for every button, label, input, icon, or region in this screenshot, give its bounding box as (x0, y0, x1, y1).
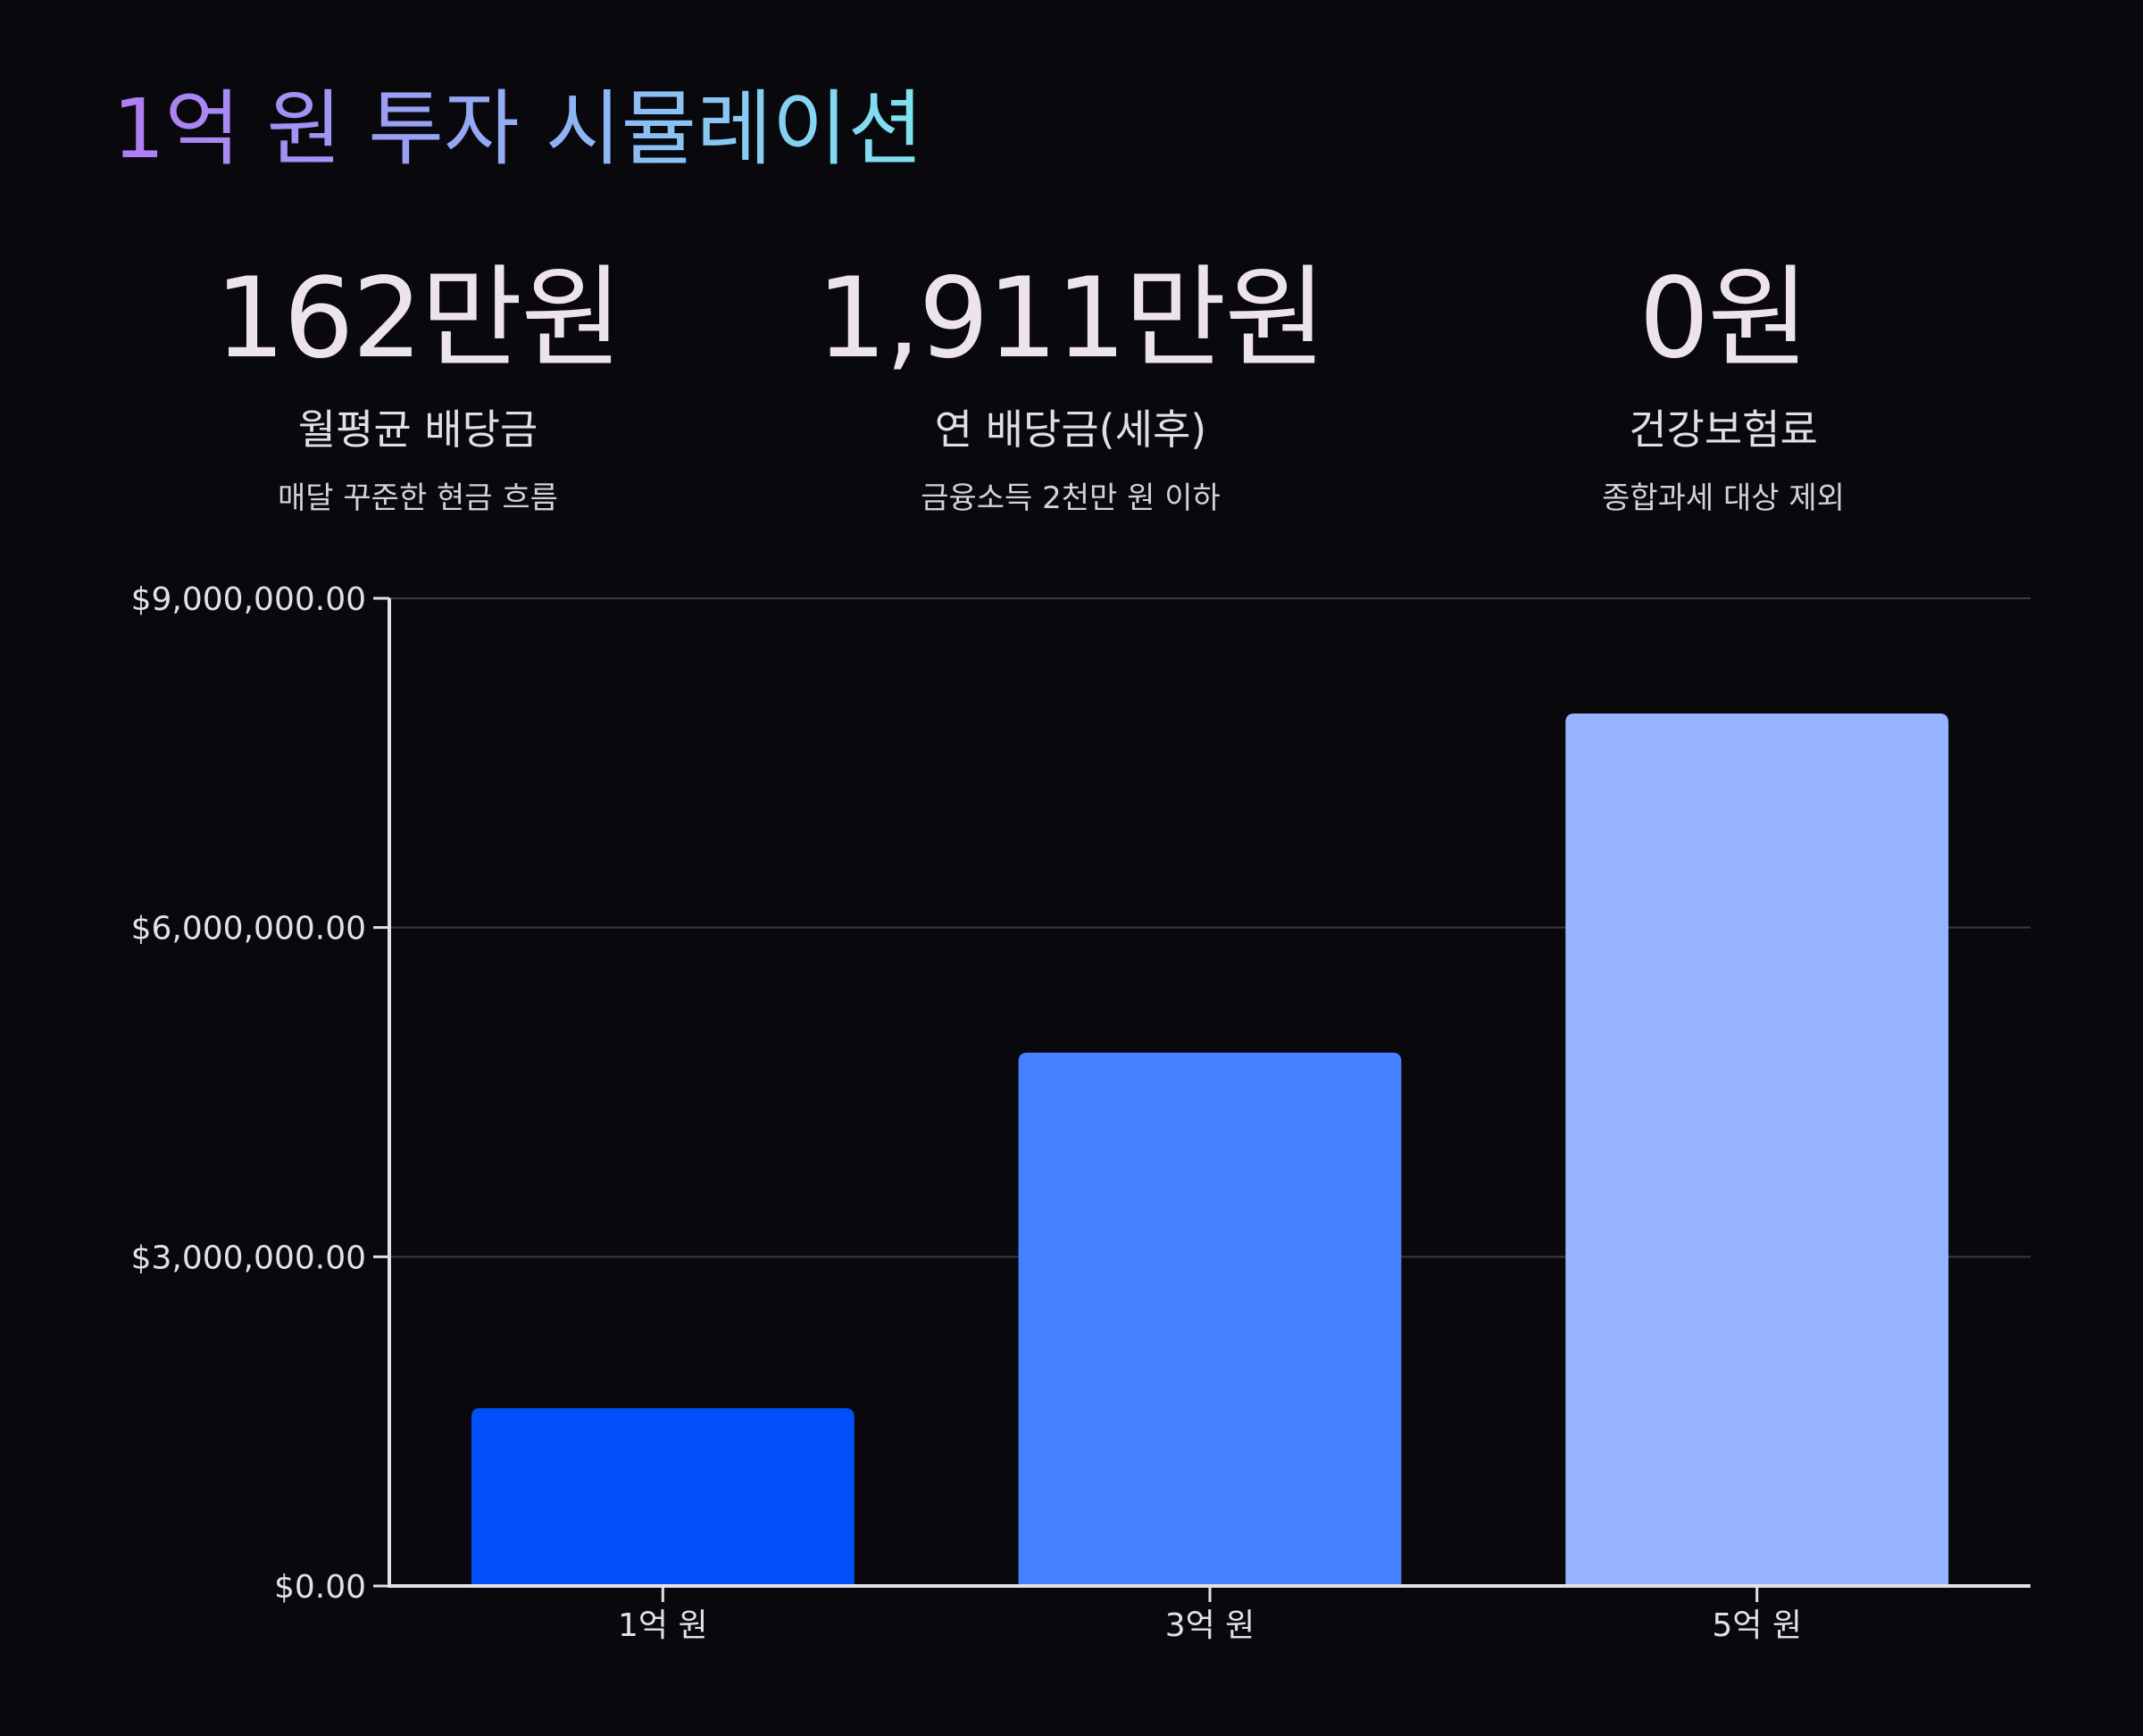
axes (373, 597, 2030, 1602)
stat-monthly-dividend: 162만원 월평균 배당금 매달 꾸준한 현금 흐름 (105, 259, 730, 517)
y-tick-label: $9,000,000.00 (131, 581, 366, 618)
y-tick-label: $6,000,000.00 (131, 911, 366, 947)
stat-annual-dividend: 1,911만원 연 배당금(세후) 금융소득 2천만 원 이하 (758, 259, 1383, 517)
bars (471, 714, 1949, 1586)
stat-value: 1,911만원 (816, 255, 1326, 383)
y-tick-label: $0.00 (274, 1569, 366, 1606)
bar (1565, 714, 1949, 1586)
stat-label: 건강보험료 (1629, 405, 1818, 454)
stat-subtext: 종합과세 대상 제외 (1602, 480, 1845, 516)
y-tick-label: $3,000,000.00 (131, 1239, 366, 1276)
stat-health-insurance: 0원 건강보험료 종합과세 대상 제외 (1411, 259, 2036, 517)
x-tick-label: 5억 원 (1712, 1607, 1802, 1644)
bar (471, 1407, 855, 1586)
tick-labels: $0.00 $3,000,000.00 $6,000,000.00 $9,000,00… (131, 581, 1802, 1644)
x-tick-label: 3억 원 (1165, 1607, 1255, 1644)
stat-label: 연 배당금(세후) (934, 405, 1207, 454)
stat-label: 월평균 배당금 (297, 405, 538, 454)
page-title: 1억 원 투자 시뮬레이션 (113, 81, 924, 177)
stat-subtext: 금융소득 2천만 원 이하 (921, 480, 1221, 516)
x-tick-label: 1억 원 (618, 1607, 708, 1644)
stat-value: 162만원 (214, 255, 623, 383)
stat-subtext: 매달 꾸준한 현금 흐름 (278, 480, 558, 516)
stat-value: 0원 (1639, 255, 1810, 383)
bar (1018, 1052, 1402, 1586)
